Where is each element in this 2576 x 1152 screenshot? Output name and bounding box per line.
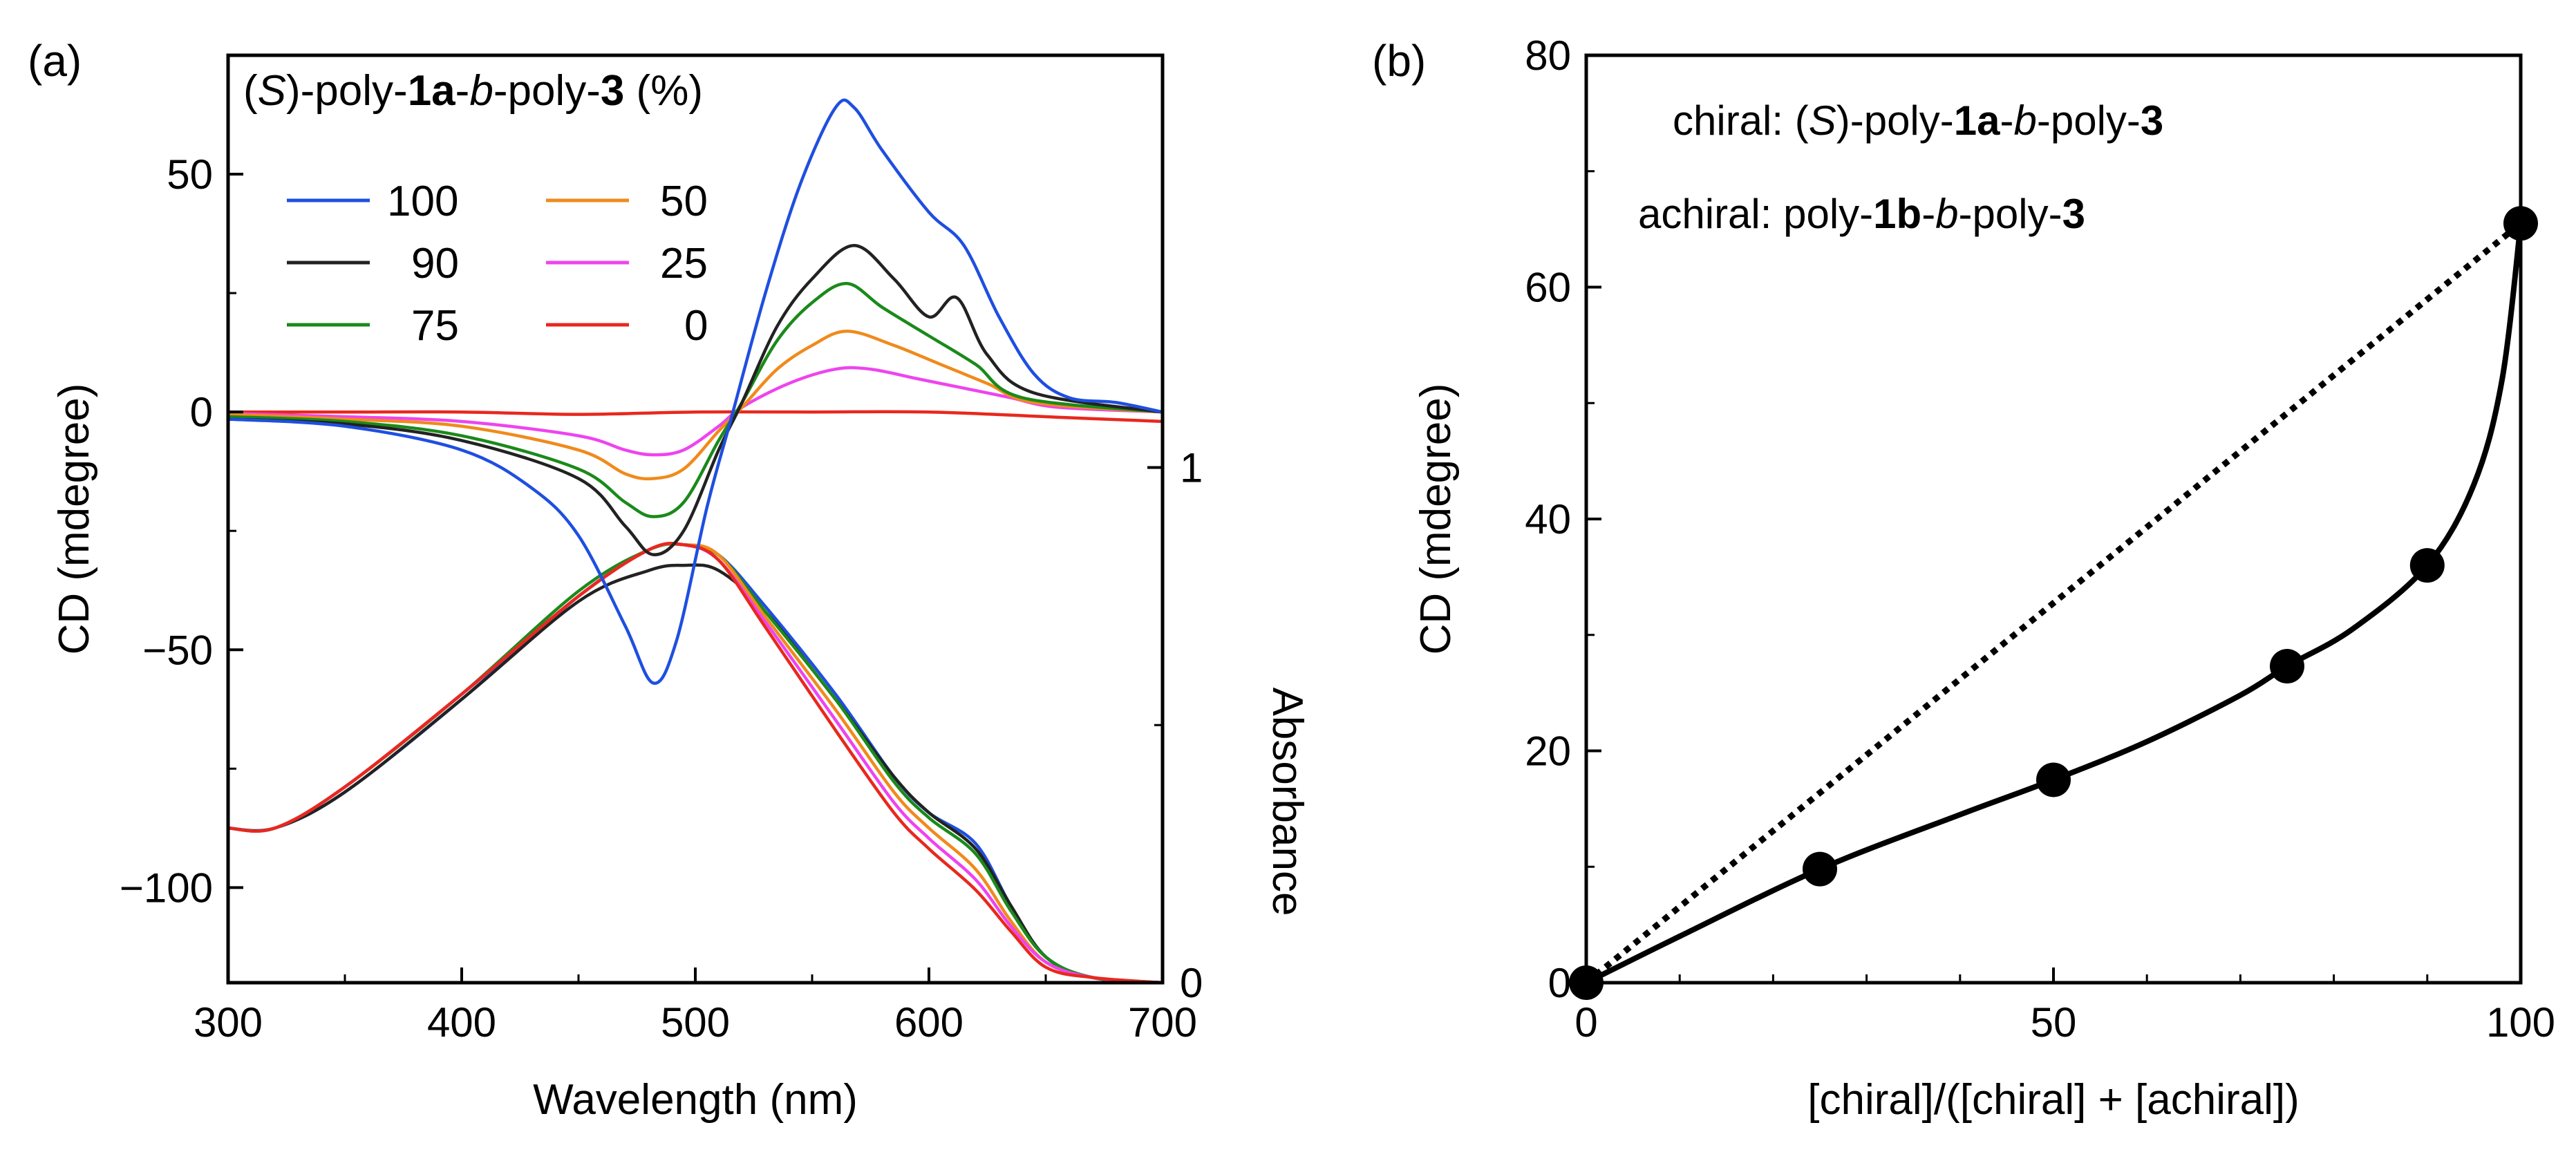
cd-line-100 [227, 98, 1163, 685]
panel-b-ticks: 0 50 100 0 20 40 60 80 [1525, 32, 2555, 1046]
panel-a-y2tick-label: 0 [1180, 960, 1203, 1006]
panel-a-ylabel: CD (mdegree) [50, 384, 98, 655]
panel-a-frame [226, 53, 1165, 985]
absorbance-line-75 [227, 542, 1163, 985]
panel-b-label: (b) [1372, 36, 1426, 86]
panel-a-xtick-label: 600 [894, 999, 963, 1046]
data-point [2409, 548, 2445, 583]
panel-b-ylabel: CD (mdegree) [1412, 384, 1460, 655]
cd-line-50 [227, 329, 1163, 481]
absorbance-line-0 [227, 542, 1163, 985]
panel-a-ytick-label: −50 [142, 627, 213, 673]
legend-label-25: 25 [660, 240, 708, 287]
data-point [2270, 649, 2304, 684]
panel-a-xtick-label: 300 [194, 999, 263, 1046]
linear-reference-line [1584, 220, 2523, 985]
panel-b-ytick-label: 40 [1525, 496, 1571, 542]
panel-a-xtick-label: 400 [427, 999, 496, 1046]
panel-b-ytick-label: 20 [1525, 728, 1571, 775]
panel-a-ytick-label: −100 [120, 865, 213, 911]
legend-label-100: 100 [387, 178, 458, 225]
absorbance-line-50 [227, 542, 1163, 985]
legend-label-90: 90 [411, 240, 459, 287]
panel-b-xtick-label: 100 [2486, 999, 2555, 1046]
cd-line-0 [227, 410, 1163, 424]
legend-label-0: 0 [684, 302, 708, 350]
absorbance-line-90 [227, 563, 1163, 985]
cd-line-90 [227, 244, 1163, 556]
panel-a-legend-title: (S)-poly-1a-b-poly-3 (%) [243, 67, 703, 115]
panel-b-frame [1584, 53, 2523, 985]
absorbance-line-25 [227, 542, 1163, 985]
panel-a-curves [227, 98, 1163, 985]
panel-a-legend: 100 90 75 50 25 0 [287, 178, 708, 350]
panel-b: (b) chiral: (S)-poly-1a-b-poly-3 achiral… [1372, 32, 2555, 1124]
panel-a-xlabel: Wavelength (nm) [533, 1076, 858, 1124]
panel-a-xtick-label: 700 [1128, 999, 1197, 1046]
panel-b-xtick-label: 0 [1574, 999, 1597, 1046]
panel-a-ytick-label: 0 [190, 389, 213, 435]
legend-label-50: 50 [660, 178, 708, 225]
panel-a-y2tick-label: 1 [1180, 444, 1203, 491]
annotation-achiral: achiral: poly-1b-b-poly-3 [1638, 191, 2085, 237]
panel-a-label: (a) [28, 36, 82, 86]
annotation-chiral: chiral: (S)-poly-1a-b-poly-3 [1673, 97, 2163, 144]
fit-curve [1585, 223, 2523, 985]
absorbance-line-100 [227, 542, 1163, 985]
panel-a-xtick-label: 500 [661, 999, 730, 1046]
data-point [2036, 762, 2071, 797]
panel-a-y2label: Absorbance [1263, 688, 1311, 916]
panel-b-ytick-label: 0 [1548, 960, 1571, 1006]
panel-b-ytick-label: 80 [1525, 32, 1571, 79]
legend-label-75: 75 [411, 302, 459, 350]
panel-a: (a) (S)-poly-1a-b-poly-3 (%) 100 90 75 5… [28, 36, 1311, 1124]
panel-b-xtick-label: 50 [2031, 999, 2077, 1046]
panel-b-xlabel: [chiral]/([chiral] + [achiral]) [1807, 1076, 2300, 1124]
data-point [1803, 851, 1837, 887]
panel-a-ytick-label: 50 [167, 151, 213, 198]
panel-b-ytick-label: 60 [1525, 265, 1571, 311]
panel-b-content [1569, 206, 2538, 1000]
